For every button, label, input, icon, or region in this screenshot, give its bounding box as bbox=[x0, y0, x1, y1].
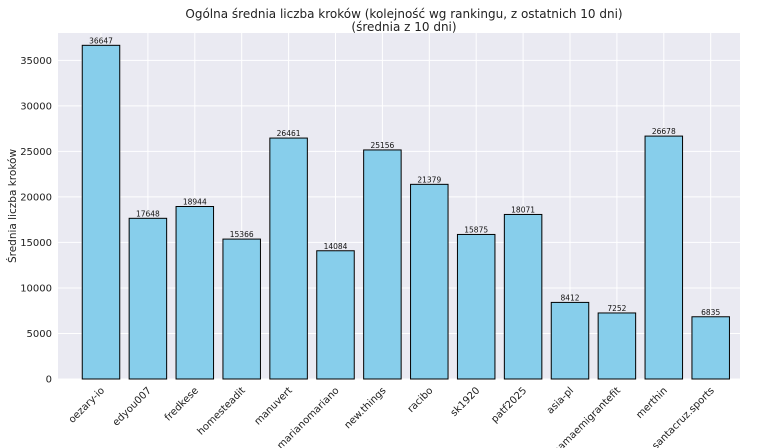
y-tick-label: 35000 bbox=[20, 56, 52, 67]
y-tick-label: 25000 bbox=[20, 147, 52, 158]
bar bbox=[269, 137, 308, 380]
bar bbox=[503, 213, 543, 380]
x-tick-label: new.things bbox=[343, 385, 389, 431]
data-label: 26461 bbox=[277, 129, 301, 138]
y-axis-label: Średnia liczba kroków bbox=[6, 149, 19, 263]
bar bbox=[128, 217, 168, 380]
x-tick-label: asia-pl bbox=[545, 385, 576, 416]
bars bbox=[81, 44, 730, 380]
data-label: 18944 bbox=[183, 198, 207, 207]
y-tick-label: 20000 bbox=[20, 192, 52, 203]
data-label: 25156 bbox=[370, 141, 394, 150]
y-tick-label: 10000 bbox=[20, 283, 52, 294]
x-tick-label: fredkese bbox=[163, 385, 201, 423]
data-label: 36647 bbox=[89, 36, 113, 45]
bar bbox=[410, 183, 449, 380]
bar bbox=[597, 312, 637, 380]
y-tick-label: 15000 bbox=[20, 238, 52, 249]
bar bbox=[456, 233, 496, 380]
data-label: 6835 bbox=[701, 308, 720, 317]
data-label: 18071 bbox=[511, 205, 535, 214]
x-tick-label: manuvert bbox=[253, 385, 295, 427]
bar bbox=[550, 301, 590, 380]
data-label: 15875 bbox=[464, 225, 488, 234]
bar bbox=[316, 250, 355, 380]
data-label: 8412 bbox=[560, 293, 579, 302]
data-label: 26678 bbox=[652, 127, 676, 136]
x-tick-label: edyou007 bbox=[111, 385, 154, 428]
x-tick-label: patf2025 bbox=[489, 385, 529, 425]
data-label: 15366 bbox=[230, 230, 254, 239]
bar bbox=[644, 135, 684, 380]
chart-title: Ogólna średnia liczba kroków (kolejność … bbox=[185, 7, 622, 21]
data-label: 17648 bbox=[136, 209, 160, 218]
bar bbox=[363, 149, 402, 380]
y-tick-label: 30000 bbox=[20, 101, 52, 112]
y-tick-label: 5000 bbox=[27, 329, 52, 340]
bar bbox=[81, 44, 121, 380]
data-label: 21379 bbox=[417, 175, 441, 184]
x-tick-label: homesteadit bbox=[196, 385, 248, 437]
data-label: 7252 bbox=[607, 304, 626, 313]
x-tick-label: sk1920 bbox=[449, 385, 483, 419]
data-label: 14084 bbox=[324, 242, 348, 251]
y-tick-labels: 0 5000 10000 15000 20000 25000 30000 35000 bbox=[20, 56, 52, 386]
x-tick-label: merthin bbox=[634, 385, 670, 421]
bar bbox=[222, 238, 261, 380]
y-tick-label: 0 bbox=[46, 375, 52, 386]
x-tick-label: racibo bbox=[406, 385, 436, 415]
bar bbox=[691, 316, 730, 380]
x-tick-label: oezary-io bbox=[67, 385, 107, 425]
data-labels: 36647 17648 18944 15366 26461 14084 25156 21379… bbox=[89, 36, 720, 316]
bar bbox=[175, 206, 215, 380]
chart-subtitle: (średnia z 10 dni) bbox=[351, 20, 456, 34]
